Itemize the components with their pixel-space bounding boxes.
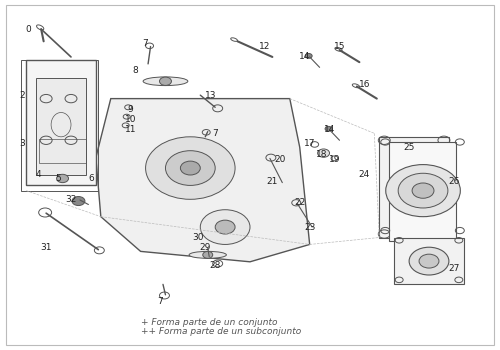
Text: 12: 12 — [259, 42, 270, 51]
Text: 13: 13 — [204, 91, 216, 100]
Text: 2: 2 — [20, 91, 25, 100]
Text: 14: 14 — [324, 125, 335, 134]
Text: 18: 18 — [316, 150, 328, 159]
Circle shape — [386, 164, 460, 217]
Bar — [22, 61, 99, 191]
Circle shape — [398, 173, 448, 208]
Text: 4: 4 — [36, 170, 42, 180]
Text: 7: 7 — [142, 38, 148, 48]
Text: 11: 11 — [125, 125, 136, 134]
Circle shape — [200, 210, 250, 244]
Text: 0: 0 — [26, 25, 32, 34]
Circle shape — [409, 247, 449, 275]
Text: 10: 10 — [125, 115, 136, 124]
Bar — [38, 139, 86, 163]
Text: 30: 30 — [192, 233, 203, 242]
Text: 5: 5 — [56, 174, 62, 183]
Text: 14: 14 — [299, 52, 310, 62]
Text: 9: 9 — [128, 105, 134, 113]
Bar — [26, 61, 96, 186]
Text: 7: 7 — [158, 297, 164, 306]
Circle shape — [318, 149, 330, 157]
Ellipse shape — [189, 251, 226, 258]
Text: 7: 7 — [212, 129, 218, 138]
Circle shape — [166, 151, 215, 186]
Circle shape — [72, 197, 85, 205]
Text: 3: 3 — [20, 139, 25, 148]
Text: 19: 19 — [329, 155, 340, 164]
Text: 31: 31 — [40, 243, 52, 252]
Bar — [389, 142, 456, 241]
Text: 8: 8 — [133, 66, 138, 75]
Text: 24: 24 — [358, 170, 370, 180]
Circle shape — [180, 161, 201, 175]
Text: 26: 26 — [448, 177, 460, 187]
Text: 22: 22 — [294, 198, 306, 207]
Polygon shape — [96, 99, 310, 262]
Text: 21: 21 — [266, 177, 278, 187]
Circle shape — [325, 126, 332, 131]
Text: 32: 32 — [66, 195, 76, 204]
Text: ++ Forma parte de un subconjunto: ++ Forma parte de un subconjunto — [140, 328, 301, 336]
Bar — [36, 78, 86, 175]
Text: 6: 6 — [88, 174, 94, 183]
Circle shape — [305, 54, 312, 58]
Bar — [394, 238, 464, 284]
Circle shape — [203, 251, 212, 258]
Text: 15: 15 — [334, 42, 345, 51]
Circle shape — [146, 137, 235, 199]
Text: 28: 28 — [210, 261, 221, 270]
Text: 17: 17 — [304, 139, 316, 148]
Text: 25: 25 — [404, 143, 415, 152]
Circle shape — [419, 254, 439, 268]
Text: 29: 29 — [200, 243, 211, 252]
Text: 20: 20 — [274, 155, 285, 164]
Text: 27: 27 — [448, 264, 460, 273]
Circle shape — [215, 220, 235, 234]
Ellipse shape — [143, 77, 188, 86]
Bar — [380, 137, 449, 238]
Text: 16: 16 — [358, 80, 370, 89]
Circle shape — [412, 183, 434, 198]
Circle shape — [160, 77, 172, 85]
Text: 23: 23 — [304, 223, 316, 232]
Circle shape — [56, 174, 68, 183]
Text: + Forma parte de un conjunto: + Forma parte de un conjunto — [140, 318, 277, 327]
